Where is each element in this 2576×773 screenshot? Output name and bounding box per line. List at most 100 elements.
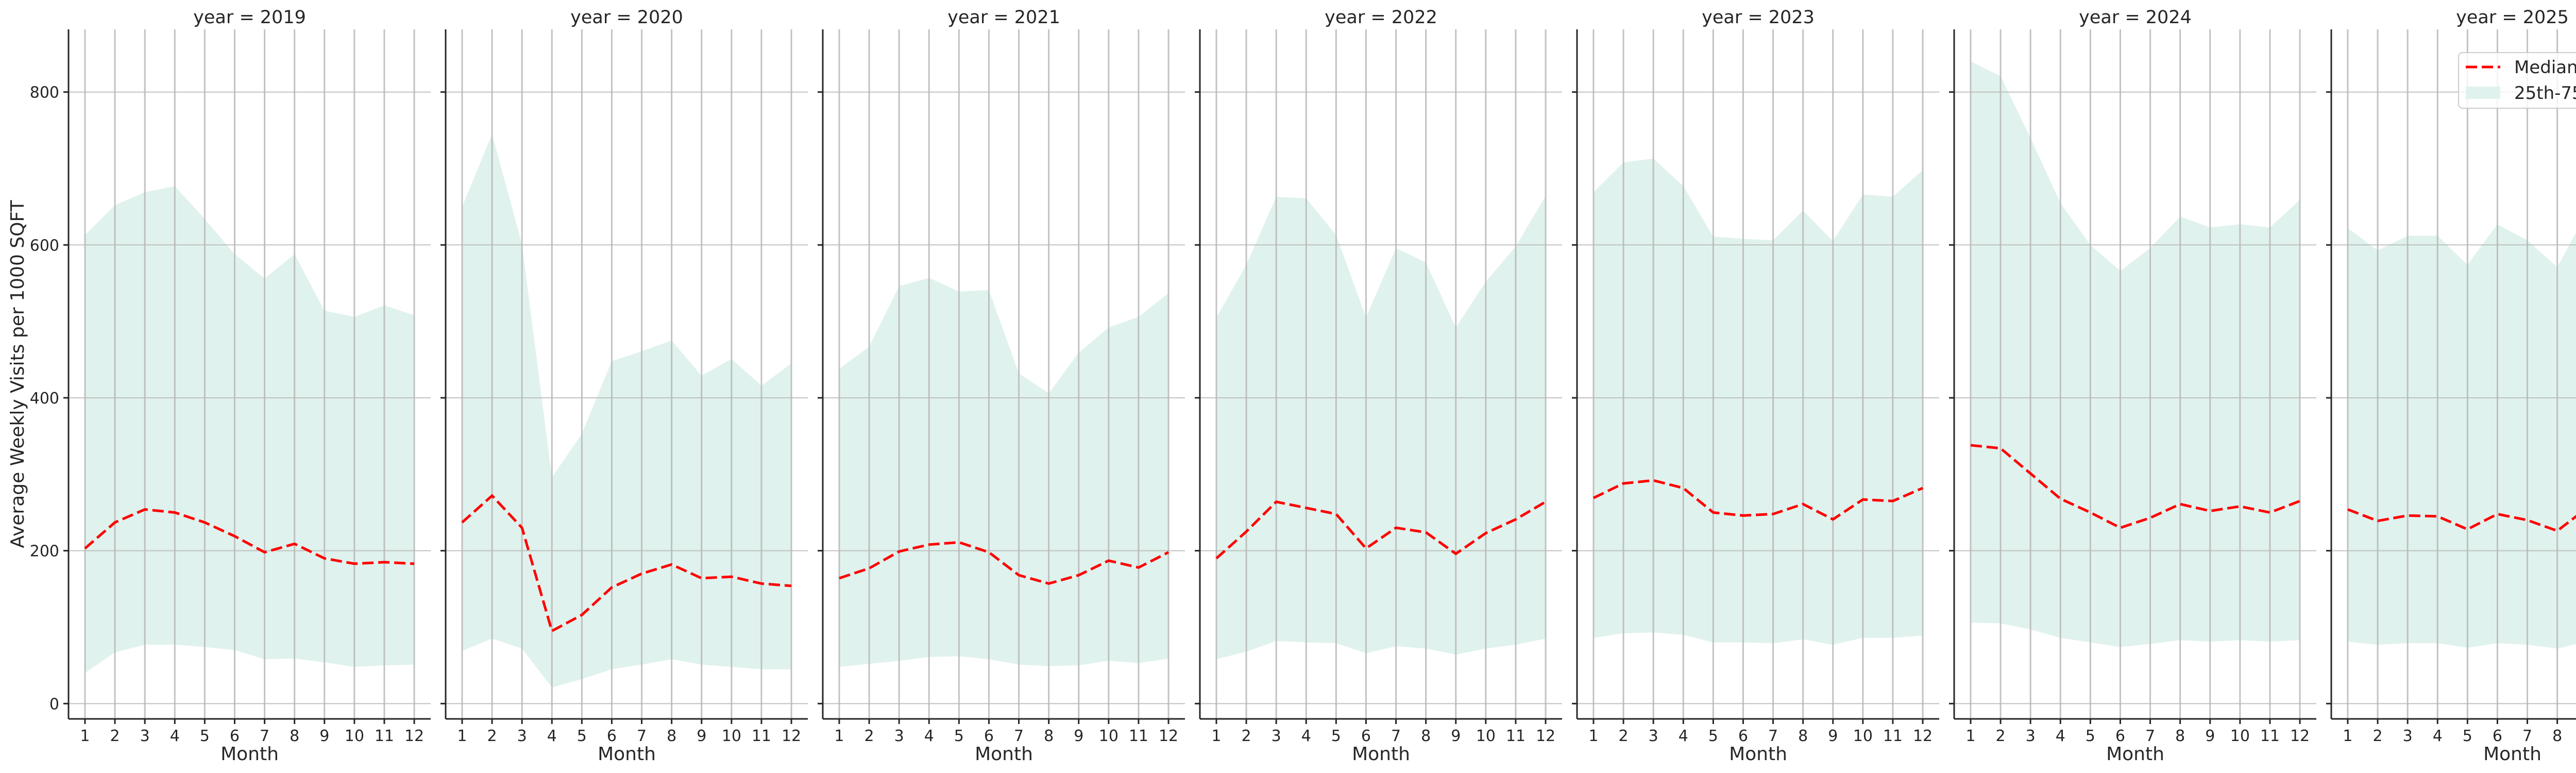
x-tick-label: 7 [1768,727,1778,745]
x-tick-label: 4 [170,727,180,745]
x-axis-label: Month [1729,744,1787,765]
x-tick-label: 2 [1996,727,2006,745]
x-axis-label: Month [221,744,279,765]
y-tick-label: 400 [30,390,59,408]
y-tick-label: 0 [49,695,59,713]
x-tick-label: 6 [2493,727,2502,745]
x-tick-label: 8 [1798,727,1808,745]
x-tick-label: 1 [457,727,467,745]
x-tick-label: 12 [2290,727,2310,745]
x-tick-label: 5 [1708,727,1718,745]
x-tick-label: 12 [1159,727,1178,745]
x-tick-label: 7 [637,727,647,745]
x-tick-label: 8 [290,727,299,745]
x-tick-label: 9 [1451,727,1461,745]
facet-title: year = 2023 [1702,7,1815,28]
x-tick-label: 11 [375,727,394,745]
x-tick-label: 3 [1649,727,1658,745]
facet-title: year = 2020 [570,7,683,28]
x-tick-label: 12 [1913,727,1933,745]
x-tick-label: 12 [404,727,424,745]
x-tick-label: 6 [984,727,994,745]
x-tick-label: 4 [924,727,934,745]
x-tick-label: 5 [2463,727,2472,745]
facet-title: year = 2021 [947,7,1060,28]
x-axis-label: Month [1352,744,1410,765]
x-tick-label: 4 [2056,727,2065,745]
x-tick-label: 10 [345,727,364,745]
x-tick-label: 11 [1883,727,1903,745]
x-tick-label: 11 [1506,727,1526,745]
percentile-band [839,278,1169,667]
x-tick-label: 11 [2260,727,2280,745]
x-tick-label: 3 [2026,727,2036,745]
x-tick-label: 10 [722,727,741,745]
x-tick-label: 11 [752,727,771,745]
percentile-band [1216,196,1546,660]
x-tick-label: 4 [547,727,557,745]
x-tick-label: 10 [1853,727,1873,745]
x-axis-label: Month [598,744,656,765]
x-tick-label: 10 [1476,727,1496,745]
y-tick-label: 600 [30,237,59,255]
x-tick-label: 8 [1421,727,1431,745]
percentile-band [1593,158,1923,645]
x-tick-label: 5 [200,727,210,745]
x-tick-label: 2 [1619,727,1629,745]
x-tick-label: 8 [1044,727,1054,745]
x-tick-label: 10 [1099,727,1118,745]
x-tick-label: 12 [1536,727,1555,745]
x-tick-label: 6 [1361,727,1371,745]
y-tick-label: 800 [30,84,59,102]
x-tick-label: 3 [2403,727,2413,745]
percentile-band [1970,61,2300,647]
median-line [84,508,415,565]
x-tick-label: 9 [2205,727,2215,745]
x-tick-label: 5 [2086,727,2095,745]
x-tick-label: 12 [782,727,801,745]
x-tick-label: 8 [2175,727,2185,745]
x-tick-label: 7 [1014,727,1024,745]
legend: Median 25th-75th Percentile [2458,52,2576,109]
x-tick-label: 3 [1272,727,1281,745]
x-tick-label: 1 [2343,727,2352,745]
x-tick-label: 1 [1211,727,1221,745]
x-axis-label: Month [2106,744,2164,765]
x-tick-label: 6 [230,727,240,745]
x-tick-label: 2 [2373,727,2383,745]
x-tick-label: 7 [260,727,269,745]
x-axis-label: Month [2483,744,2541,765]
x-tick-label: 9 [697,727,706,745]
legend-median-label: Median [2514,57,2576,78]
x-tick-label: 5 [1331,727,1341,745]
x-tick-label: 8 [667,727,676,745]
x-tick-label: 6 [2115,727,2125,745]
legend-band-swatch [2466,87,2500,99]
percentile-band [84,186,415,673]
x-tick-label: 10 [2230,727,2250,745]
x-tick-label: 3 [894,727,904,745]
x-tick-label: 3 [140,727,150,745]
percentile-band [2347,224,2576,649]
facet-title: year = 2019 [193,7,306,28]
x-axis-label: Month [975,744,1033,765]
x-tick-label: 4 [1301,727,1311,745]
x-tick-label: 6 [607,727,617,745]
x-tick-label: 11 [1129,727,1148,745]
x-tick-label: 2 [1242,727,1251,745]
facet-title: year = 2024 [2079,7,2192,28]
x-tick-label: 1 [80,727,90,745]
percentile-band [462,134,792,688]
x-tick-label: 2 [865,727,874,745]
legend-band-label: 25th-75th Percentile [2514,83,2576,104]
median-line [2347,508,2576,532]
facet-title: year = 2022 [1325,7,1437,28]
x-tick-label: 8 [2552,727,2562,745]
x-tick-label: 5 [577,727,587,745]
